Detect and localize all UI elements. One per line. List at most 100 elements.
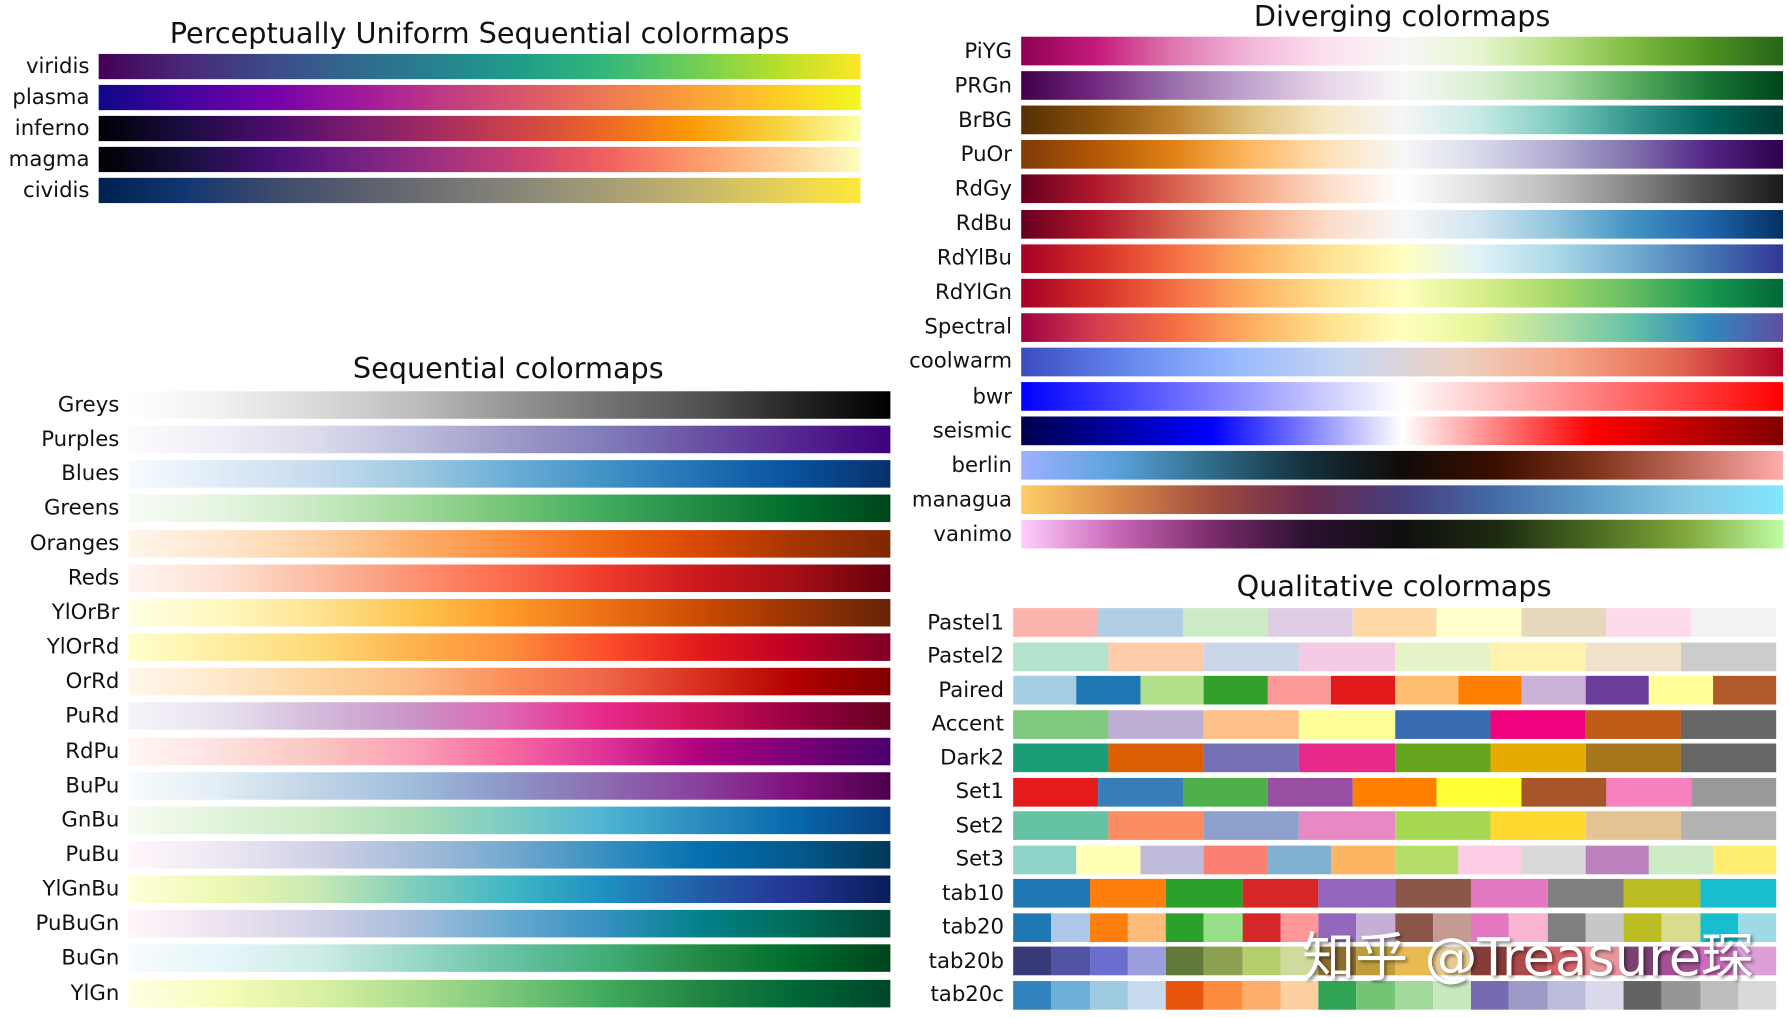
swatch-tab20-10 xyxy=(1394,912,1433,942)
swatch-tab20b-0 xyxy=(1013,946,1052,976)
swatch-tab20-9 xyxy=(1356,912,1395,942)
swatch-tab20-17 xyxy=(1661,912,1700,942)
swatch-tab20b-9 xyxy=(1356,946,1395,976)
colormap-bar-bugn xyxy=(128,944,891,973)
swatch-tab20b-16 xyxy=(1623,946,1662,976)
swatch-pastel1-5 xyxy=(1437,608,1522,637)
colormap-label-vanimo: vanimo xyxy=(933,522,1013,547)
swatch-set2-4 xyxy=(1394,811,1491,840)
colormap-label-puor: PuOr xyxy=(960,142,1013,167)
colormap-bar-prgn xyxy=(1021,71,1784,100)
swatch-tab20c-0 xyxy=(1013,980,1052,1010)
colormap-label-oranges: Oranges xyxy=(29,531,120,556)
colormap-bar-puor xyxy=(1021,140,1784,170)
swatch-tab20b-5 xyxy=(1203,946,1243,976)
swatch-accent-1 xyxy=(1108,709,1204,739)
colormap-label-plasma: plasma xyxy=(12,85,90,110)
swatch-tab20c-18 xyxy=(1699,980,1739,1010)
swatch-dark2-3 xyxy=(1299,743,1395,773)
swatch-set1-8 xyxy=(1691,777,1777,807)
colormap-label-set2: Set2 xyxy=(955,813,1004,838)
swatch-tab10-4 xyxy=(1318,878,1395,908)
swatch-set2-3 xyxy=(1299,811,1395,840)
colormap-label-berlin: berlin xyxy=(951,453,1013,478)
swatch-tab20b-7 xyxy=(1280,946,1319,976)
swatch-tab20c-7 xyxy=(1280,980,1319,1010)
colormap-bar-tab20 xyxy=(1013,912,1777,942)
colormap-label-rdylgn: RdYlGn xyxy=(935,280,1013,305)
colormap-bar-ylorbr xyxy=(128,598,891,627)
swatch-tab20c-17 xyxy=(1661,980,1700,1010)
colormap-bar-set2 xyxy=(1013,811,1777,840)
swatch-paired-9 xyxy=(1585,675,1650,705)
colormap-bar-ylgnbu xyxy=(128,875,891,904)
colormap-label-blues: Blues xyxy=(61,462,120,487)
colormap-bar-set1 xyxy=(1013,777,1777,807)
swatch-accent-2 xyxy=(1203,709,1300,739)
swatch-accent-4 xyxy=(1394,709,1491,739)
colormap-label-pubu: PuBu xyxy=(65,842,120,867)
swatch-set1-0 xyxy=(1013,777,1098,807)
swatch-pastel2-2 xyxy=(1203,641,1300,671)
colormap-label-accent: Accent xyxy=(931,711,1004,737)
colormap-bar-dark2 xyxy=(1013,743,1777,773)
swatch-tab20c-8 xyxy=(1318,980,1357,1010)
swatch-tab20-16 xyxy=(1623,912,1662,942)
swatch-set2-7 xyxy=(1680,811,1777,840)
swatch-tab20c-11 xyxy=(1432,980,1471,1010)
swatch-tab20c-6 xyxy=(1242,980,1281,1010)
swatch-tab20c-1 xyxy=(1051,980,1090,1010)
swatch-tab20-6 xyxy=(1242,912,1281,942)
swatch-tab10-9 xyxy=(1699,878,1777,908)
swatch-accent-5 xyxy=(1490,709,1586,739)
swatch-paired-6 xyxy=(1394,675,1459,705)
swatch-tab20c-4 xyxy=(1165,980,1204,1010)
swatch-pastel2-5 xyxy=(1490,641,1586,671)
swatch-pastel2-6 xyxy=(1585,641,1681,671)
swatch-dark2-6 xyxy=(1585,743,1681,773)
swatch-tab20-15 xyxy=(1585,912,1624,942)
colormap-label-rdylbu: RdYlBu xyxy=(936,246,1013,271)
colormap-label-spectral: Spectral xyxy=(924,315,1013,340)
colormap-label-pastel1: Pastel1 xyxy=(927,610,1004,635)
swatch-tab20-4 xyxy=(1165,912,1204,942)
swatch-dark2-2 xyxy=(1203,743,1300,773)
swatch-paired-3 xyxy=(1203,675,1268,705)
colormap-label-purd: PuRd xyxy=(65,704,120,729)
colormap-bar-plasma xyxy=(98,84,861,111)
swatch-set1-4 xyxy=(1352,777,1438,807)
colormap-bar-blues xyxy=(128,460,891,488)
colormap-label-set3: Set3 xyxy=(955,847,1004,872)
swatch-tab20c-3 xyxy=(1127,980,1166,1010)
colormap-bar-ylgn xyxy=(128,979,891,1007)
colormap-bar-paired xyxy=(1013,675,1777,705)
swatch-pastel1-4 xyxy=(1352,608,1438,637)
swatch-pastel1-6 xyxy=(1521,608,1607,637)
swatch-set2-1 xyxy=(1108,811,1204,840)
swatch-set3-10 xyxy=(1649,845,1713,874)
swatch-tab20c-9 xyxy=(1356,980,1395,1010)
colormap-label-ylgnbu: YlGnBu xyxy=(42,877,120,902)
swatch-tab20b-15 xyxy=(1585,946,1624,976)
colormap-bar-pastel2 xyxy=(1013,641,1777,671)
swatch-tab20c-19 xyxy=(1738,980,1777,1010)
swatch-set3-9 xyxy=(1585,845,1650,874)
colormap-label-dark2: Dark2 xyxy=(940,745,1004,770)
swatch-set1-6 xyxy=(1521,777,1607,807)
swatch-paired-7 xyxy=(1458,675,1522,705)
swatch-paired-2 xyxy=(1140,675,1204,705)
colormap-bar-viridis xyxy=(98,53,861,80)
colormap-label-ylorbr: YlOrBr xyxy=(51,600,120,625)
swatch-tab20-0 xyxy=(1013,912,1052,942)
swatch-set3-3 xyxy=(1203,845,1268,874)
swatch-set2-6 xyxy=(1585,811,1681,840)
colormap-bar-tab10 xyxy=(1013,878,1777,908)
swatch-set1-1 xyxy=(1097,777,1183,807)
swatch-tab20-2 xyxy=(1089,912,1128,942)
colormap-label-magma: magma xyxy=(8,147,90,172)
swatch-tab20-18 xyxy=(1699,912,1739,942)
colormap-label-tab20b: tab20b xyxy=(928,948,1004,973)
swatch-tab20c-2 xyxy=(1089,980,1128,1010)
swatch-tab20c-10 xyxy=(1394,980,1433,1010)
colormap-label-cividis: cividis xyxy=(23,178,90,203)
